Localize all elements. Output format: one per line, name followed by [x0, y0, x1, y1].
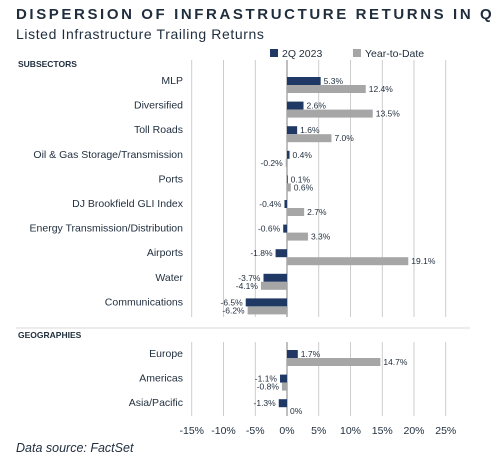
- q2-bar: [245, 298, 287, 307]
- ytd-bar: [281, 382, 287, 391]
- q2-data-label: -0.6%: [258, 224, 281, 234]
- q2-bar: [287, 150, 290, 159]
- x-tick-label: -10%: [211, 425, 236, 437]
- ytd-data-label: -0.8%: [257, 382, 280, 392]
- q2-bar: [287, 101, 304, 110]
- q2-bar: [278, 399, 287, 408]
- ytd-data-label: 0%: [290, 406, 303, 416]
- q2-bar: [284, 200, 287, 208]
- x-tick-label: 25%: [435, 425, 456, 437]
- section-label: GEOGRAPHIES: [18, 330, 82, 340]
- ytd-data-label: 0.6%: [294, 182, 314, 192]
- q2-bar: [263, 273, 287, 282]
- chart-subtitle: Listed Infrastructure Trailing Returns: [16, 26, 265, 42]
- ytd-bar: [287, 134, 332, 143]
- legend-swatch-1: [353, 49, 361, 57]
- q2-data-label: -6.5%: [221, 297, 244, 307]
- legend-label-1: Year-to-Date: [365, 48, 424, 60]
- q2-data-label: 2.6%: [307, 101, 327, 111]
- ytd-bar: [260, 281, 287, 290]
- chart-title: DISPERSION OF INFRASTRUCTURE RETURNS IN …: [16, 6, 491, 23]
- x-tick-label: 15%: [372, 425, 393, 437]
- ytd-data-label: 7.0%: [334, 133, 354, 143]
- category-label: Oil & Gas Storage/Transmission: [33, 149, 183, 161]
- x-tick-label: 0%: [279, 425, 294, 437]
- category-label: Ports: [158, 173, 183, 185]
- category-label: Toll Roads: [134, 124, 183, 136]
- q2-data-label: -1.3%: [254, 398, 277, 408]
- q2-bar: [287, 126, 298, 135]
- legend-swatch-0: [270, 49, 278, 57]
- ytd-bar: [285, 158, 287, 167]
- legend-label-0: 2Q 2023: [282, 48, 322, 60]
- q2-bar: [287, 350, 298, 358]
- q2-bar: [287, 175, 288, 184]
- ytd-data-label: 13.5%: [376, 109, 401, 119]
- category-label: Water: [155, 272, 183, 284]
- ytd-bar: [287, 85, 366, 93]
- ytd-bar: [287, 109, 373, 118]
- q2-bar: [283, 224, 287, 233]
- ytd-bar: [287, 232, 308, 241]
- category-label: Diversified: [134, 100, 183, 112]
- ytd-data-label: 19.1%: [411, 256, 436, 266]
- q2-bar: [287, 77, 321, 85]
- q2-data-label: -1.1%: [255, 374, 278, 384]
- section-label: SUBSECTORS: [18, 59, 77, 69]
- category-label: Asia/Pacific: [129, 397, 183, 409]
- q2-data-label: 1.6%: [300, 125, 320, 135]
- x-tick-label: 5%: [311, 425, 326, 437]
- ytd-data-label: -6.2%: [222, 305, 245, 315]
- ytd-bar: [287, 358, 381, 366]
- ytd-data-label: -4.1%: [236, 281, 259, 291]
- category-label: Airports: [147, 247, 183, 259]
- q2-data-label: 0.4%: [293, 150, 313, 160]
- q2-data-label: -0.4%: [259, 199, 282, 209]
- q2-data-label: 5.3%: [324, 76, 344, 86]
- x-tick-label: -15%: [179, 425, 204, 437]
- category-label: Energy Transmission/Distribution: [30, 223, 184, 235]
- ytd-bar: [287, 208, 305, 216]
- category-label: MLP: [161, 75, 183, 87]
- category-label: DJ Brookfield GLI Index: [72, 198, 184, 210]
- x-tick-label: 20%: [403, 425, 424, 437]
- ytd-data-label: -0.2%: [261, 158, 284, 168]
- ytd-data-label: 3.3%: [311, 232, 331, 242]
- x-tick-label: 10%: [340, 425, 361, 437]
- q2-data-label: -3.7%: [238, 273, 261, 283]
- x-tick-label: -5%: [246, 425, 265, 437]
- data-source-note: Data source: FactSet: [16, 441, 134, 455]
- ytd-bar: [287, 257, 409, 266]
- ytd-bar: [287, 183, 291, 192]
- ytd-data-label: 2.7%: [307, 207, 327, 217]
- category-label: Americas: [139, 373, 183, 385]
- ytd-data-label: 14.7%: [383, 357, 408, 367]
- q2-data-label: -1.8%: [250, 248, 273, 258]
- category-label: Communications: [105, 296, 183, 308]
- q2-data-label: 0.1%: [291, 174, 311, 184]
- q2-data-label: 1.7%: [301, 349, 321, 359]
- ytd-data-label: 12.4%: [369, 84, 394, 94]
- q2-bar: [275, 249, 287, 258]
- q2-bar: [280, 374, 287, 383]
- category-label: Europe: [149, 348, 183, 360]
- ytd-bar: [247, 306, 287, 315]
